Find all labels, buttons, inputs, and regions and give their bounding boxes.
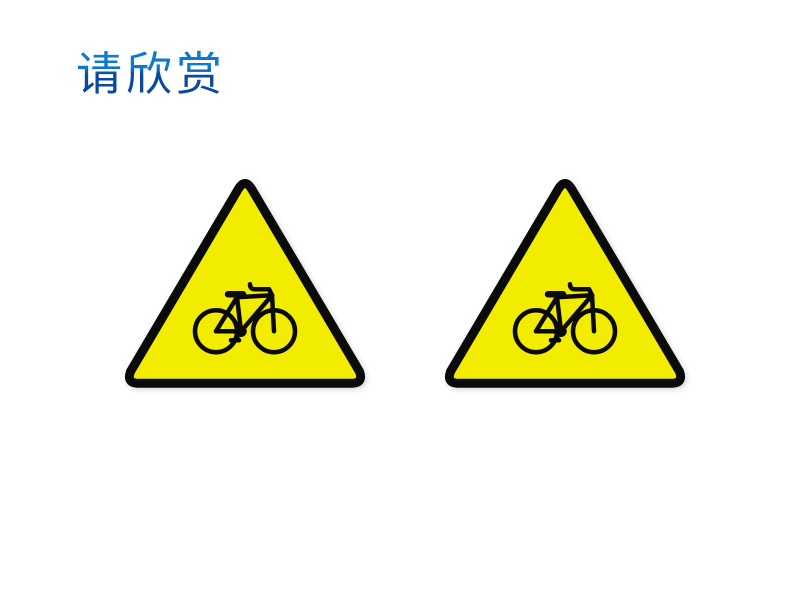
warning-sign-left (120, 171, 370, 389)
title-text: 请欣赏 (76, 49, 226, 100)
signs-container (120, 150, 690, 410)
bicycle-warning-sign-icon (440, 171, 690, 389)
page-title: 请欣赏 (76, 38, 226, 104)
bicycle-warning-sign-icon (120, 171, 370, 389)
warning-sign-right (440, 171, 690, 389)
